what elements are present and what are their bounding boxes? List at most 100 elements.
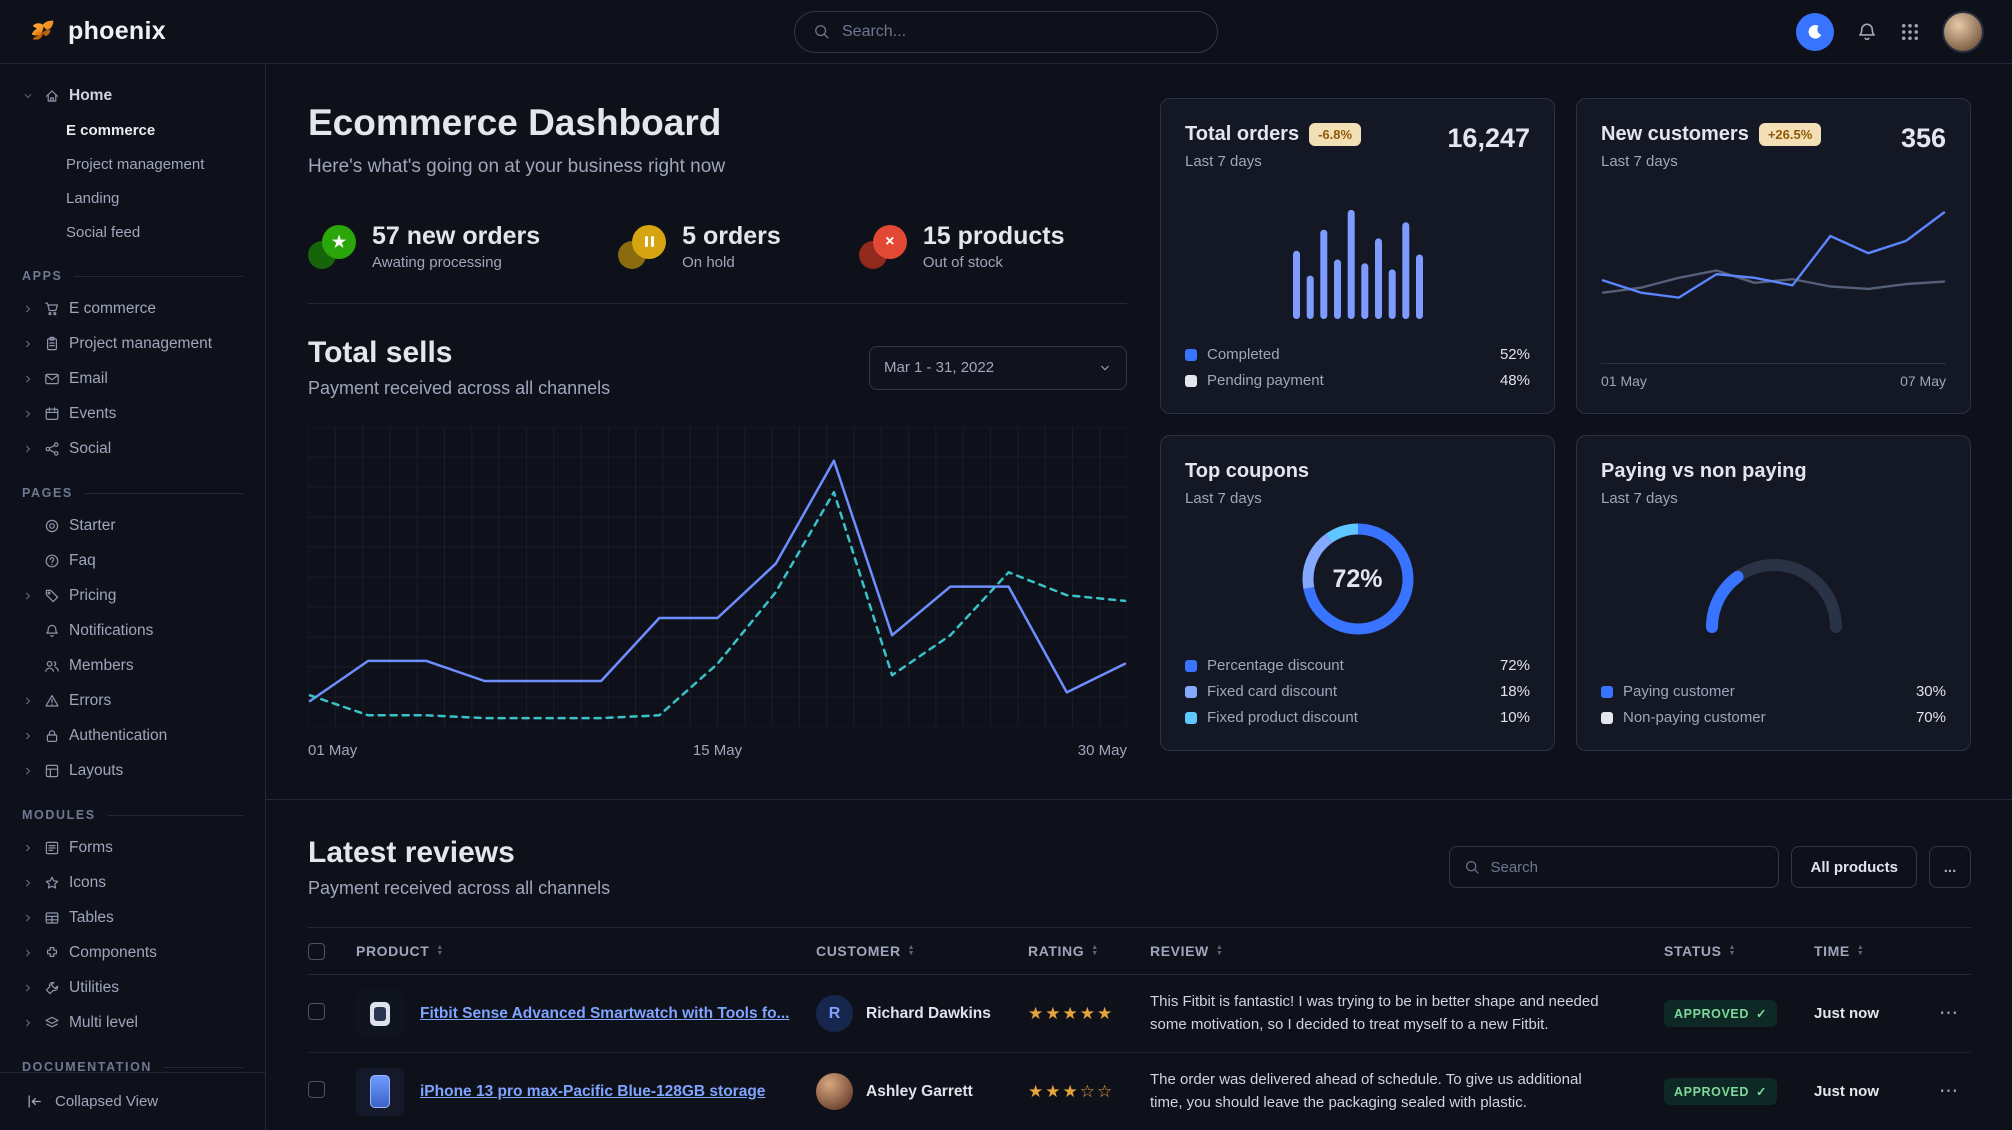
sidebar-item-multi-level[interactable]: Multi level [16,1005,249,1040]
row-actions-button[interactable]: ⋯ [1939,1081,1958,1102]
sidebar-item-social[interactable]: Social [16,431,249,466]
legend-fixed-card-discount: Fixed card discount 18% [1185,683,1530,700]
reviews-more-button[interactable]: ... [1929,846,1971,888]
sidebar-item-events[interactable]: Events [16,396,249,431]
column-header-product[interactable]: PRODUCT ▲ ▼ [356,943,444,959]
reviews-search[interactable] [1449,846,1780,888]
legend-non-paying-customer: Non-paying customer 70% [1601,709,1946,726]
legend-percentage-discount: Percentage discount 72% [1185,657,1530,674]
sidebar-item-members[interactable]: Members [16,648,249,683]
bell-icon [1856,21,1878,43]
select-all-checkbox[interactable] [308,942,325,960]
user-avatar[interactable] [1942,10,1984,53]
collapsed-view-label: Collapsed View [55,1093,159,1110]
legend-value: 52% [1499,346,1530,363]
product-link[interactable]: iPhone 13 pro max-Pacific Blue-128GB sto… [420,1082,766,1100]
stat-caption: On hold [682,254,735,271]
sidebar-item-label: Notifications [69,621,154,639]
sidebar-item-label: E commerce [69,299,156,317]
sidebar-item-errors[interactable]: Errors [16,683,249,718]
share-icon [44,441,60,457]
navbar-actions [1796,10,1984,53]
sidebar-item-label: Faq [69,551,96,569]
sidebar-item-project-management[interactable]: Project management [16,326,249,361]
chevron-right-icon [22,590,35,602]
sidebar-item-icons[interactable]: Icons [16,865,249,900]
sidebar-item-label: Components [69,943,157,961]
sidebar-item-notifications[interactable]: Notifications [16,613,249,648]
search-input[interactable] [842,22,1199,41]
brand-name: phoenix [68,17,166,45]
legend-fixed-product-discount: Fixed product discount 10% [1185,709,1530,726]
sidebar-item-starter[interactable]: Starter [16,508,249,543]
sidebar-item-label: Tables [69,908,114,926]
row-checkbox[interactable] [308,1002,325,1020]
column-header-status[interactable]: STATUS ▲ ▼ [1664,943,1737,959]
review-row: Fitbit Sense Advanced Smartwatch with To… [308,975,1971,1053]
sidebar-item-label: Multi level [69,1013,138,1031]
card-period: Last 7 days [1601,490,1678,507]
sidebar-item-layouts[interactable]: Layouts [16,753,249,788]
sidebar-item-e-commerce[interactable]: E commerce [66,121,156,139]
stats-row: ★ 57 new orders Awating processing 5 orders… [308,222,1127,304]
column-header-review[interactable]: REVIEW ▲ ▼ [1150,943,1224,959]
sidebar-item-authentication[interactable]: Authentication [16,718,249,753]
legend-swatch [1601,685,1613,698]
all-products-button[interactable]: All products [1791,846,1917,888]
legend-label: Non-paying customer [1623,709,1766,726]
sidebar-item-utilities[interactable]: Utilities [16,970,249,1005]
sidebar-item-tables[interactable]: Tables [16,900,249,935]
review-text: The order was delivered ahead of schedul… [1150,1071,1582,1111]
column-header-rating[interactable]: RATING ▲ ▼ [1028,943,1099,959]
row-checkbox[interactable] [308,1080,325,1098]
sidebar-group-label-apps: APPS [16,269,249,283]
sidebar-item-landing[interactable]: Landing [66,189,120,207]
card-title: Top coupons [1185,460,1310,482]
sidebar-item-faq[interactable]: Faq [16,543,249,578]
sidebar-item-e-commerce[interactable]: E commerce [16,291,249,326]
sidebar-item-social-feed[interactable]: Social feed [66,223,141,241]
form-icon [44,840,60,856]
sidebar-item-label: Authentication [69,726,168,744]
table-icon [44,910,60,926]
chevron-right-icon [22,695,35,707]
apps-grid-button[interactable] [1900,22,1920,42]
product-link[interactable]: Fitbit Sense Advanced Smartwatch with To… [420,1004,790,1022]
sidebar-item-pricing[interactable]: Pricing [16,578,249,613]
chevron-right-icon [22,730,35,742]
global-search[interactable] [794,10,1218,53]
notifications-button[interactable] [1856,21,1878,43]
total-sells-subtitle: Payment received across all channels [308,378,611,398]
card-value: 16,247 [1447,123,1530,153]
mail-icon [44,371,60,387]
chevron-down-icon [22,90,35,102]
date-range-select[interactable]: Mar 1 - 31, 2022 [869,345,1127,390]
theme-toggle-button[interactable] [1796,12,1834,51]
sidebar-item-components[interactable]: Components [16,935,249,970]
stat-caption: Out of stock [922,254,1003,271]
legend-label: Fixed product discount [1207,709,1358,726]
brand-logo[interactable]: phoenix [28,14,166,49]
axis-label: 15 May [692,742,743,759]
sidebar-item-home[interactable]: Home [16,78,249,113]
sidebar-item-forms[interactable]: Forms [16,830,249,865]
sidebar-item-project-management[interactable]: Project management [66,155,205,173]
sidebar-item-label: Icons [69,873,107,891]
row-actions-button[interactable]: ⋯ [1939,1003,1958,1024]
home-icon [44,88,60,104]
sidebar-item-email[interactable]: Email [16,361,249,396]
sidebar-group-label-documentation: DOCUMENTATION [16,1060,249,1072]
card-value: 356 [1900,123,1946,153]
paying-gauge-chart [1705,559,1842,633]
card-paying: Paying vs non paying Last 7 days Paying … [1576,435,1971,751]
sidebar-item-label: Errors [69,691,112,709]
column-header-customer[interactable]: CUSTOMER ▲ ▼ [816,943,916,959]
card-period: Last 7 days [1185,153,1262,170]
product-image [356,1067,404,1116]
phoenix-logo-icon [28,14,58,49]
total-sells-axis: 01 May 15 May 30 May [308,742,1127,759]
reviews-search-input[interactable] [1490,858,1765,876]
total-sells-title: Total sells [308,336,453,369]
collapsed-view-toggle[interactable]: Collapsed View [0,1072,265,1130]
column-header-time[interactable]: TIME ▲ ▼ [1814,943,1865,959]
